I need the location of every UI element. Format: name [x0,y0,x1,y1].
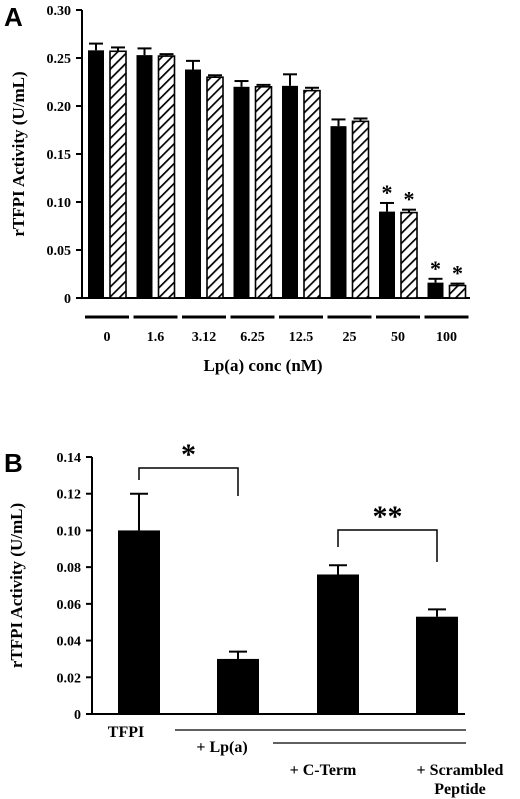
panel-a-bar-hatched [400,211,418,299]
panel-a-significance: * [452,261,463,286]
panel-a-bar-solid [379,211,395,298]
panel-a-bar-solid [185,69,201,299]
panel-a-bar-solid [282,85,298,298]
panel-a-label: A [4,2,23,32]
panel-b-y-tick-label: 0.10 [57,524,82,539]
panel-b-y-tick-label: 0.04 [57,635,82,650]
panel-b-significance-label: ** [373,500,403,533]
panel-b-label: B [4,448,23,478]
panel-b-y-tick-label: 0.14 [57,451,82,466]
panel-a-category-label: 25 [343,330,357,345]
panel-a-category-label: 50 [391,330,405,345]
panel-a-bar-hatched [109,50,127,299]
panel-b-category-label: + Lp(a) [196,739,247,756]
panel-b-y-tick-label: 0.12 [57,488,82,503]
panel-a-y-tick-label: 0.30 [47,4,72,19]
panel-a-bar-solid [427,282,444,298]
panel-a-y-tick-label: 0.20 [47,100,72,115]
panel-a-category-label: 1.6 [147,330,165,345]
panel-a-bar-hatched [351,120,370,299]
panel-b-significance-bracket [138,467,239,496]
panel-b-significance-label: * [181,438,196,471]
panel-b-y-axis-title: rTFPI Activity (U/mL) [7,503,26,668]
panel-b-bar [118,530,160,714]
panel-a-bar-hatched [206,76,224,299]
panel-a-y-tick-label: 0 [64,292,71,307]
panel-a-bar-solid [136,55,153,299]
panel-a-significance: * [430,256,441,281]
panel-b-y-tick-label: 0 [74,708,81,723]
panel-a-bar-hatched [448,284,467,299]
panel-a-bar-hatched [303,89,321,299]
panel-b-bar [416,616,458,714]
panel-a-category-label: 0 [104,330,111,345]
panel-a-category-label: 3.12 [192,330,217,345]
panel-a-bar-solid [330,126,347,298]
panel-a-significance: * [404,187,415,212]
panel-b-significance-bracket [337,529,438,562]
panel-b-bar [317,574,359,714]
panel-b-y-tick-label: 0.08 [57,561,82,576]
panel-b-bar [217,658,259,714]
panel-b-category-label: TFPI [108,724,144,741]
panel-a-y-tick-label: 0.15 [47,148,72,163]
panel-a-y-tick-label: 0.05 [47,244,72,259]
panel-a-y-tick-label: 0.10 [47,196,72,211]
panel-a-bar-solid [233,86,250,298]
panel-a-bar-hatched [157,55,176,299]
panel-a-y-axis-title: rTFPI Activity (U/mL) [9,71,28,236]
panel-a-y-tick-label: 0.25 [47,52,72,67]
panel-a-category-label: 12.5 [289,330,314,345]
panel-a-bar-solid [88,50,104,298]
panel-a-x-axis-title: Lp(a) conc (nM) [204,356,323,375]
panel-b-y-tick-label: 0.06 [57,598,82,613]
panel-b-y-tick-label: 0.02 [57,671,82,686]
panel-b-category-label: + C-Term [290,762,357,779]
panel-a-category-label: 100 [436,330,457,345]
panel-a-significance: * [382,180,393,205]
panel-b-category-label: + Scrambled Peptide [417,762,504,798]
panel-a-category-label: 6.25 [240,330,265,345]
panel-a-bar-hatched [254,86,273,299]
